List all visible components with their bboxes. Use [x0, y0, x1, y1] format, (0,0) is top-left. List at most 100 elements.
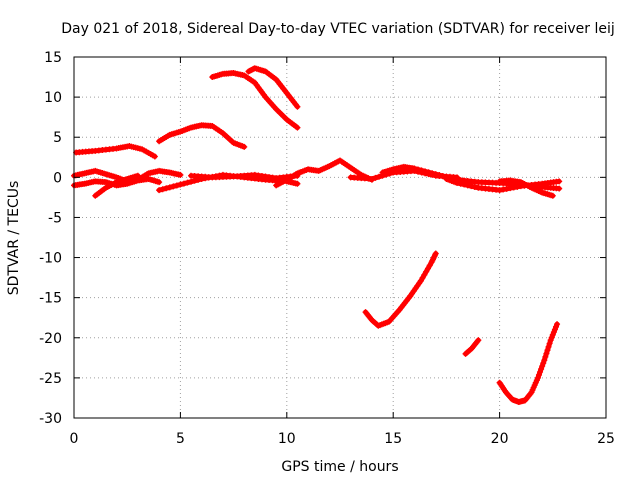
- data-point: [475, 337, 482, 344]
- data-point: [547, 337, 554, 344]
- y-tick-label: 15: [44, 50, 62, 66]
- data-point: [411, 165, 418, 172]
- series-line: [363, 251, 439, 329]
- y-tick-label: -30: [39, 411, 62, 427]
- x-axis-label: GPS time / hours: [281, 459, 398, 475]
- data-point: [537, 369, 544, 376]
- data-point: [419, 274, 426, 281]
- data-point: [188, 178, 195, 185]
- data-point: [417, 277, 424, 284]
- data-point: [551, 326, 558, 333]
- series-arc-7: [92, 172, 141, 199]
- y-axis-label: SDTVAR / TECUs: [6, 181, 22, 296]
- ticks: 0 5 10 15 20 25 -30 -25 -20 -15 -10 -5 0 5 10 15: [39, 50, 615, 447]
- data-point: [422, 168, 429, 175]
- y-tick-label: 10: [44, 90, 62, 106]
- y-tick-label: -20: [39, 331, 62, 347]
- data-point: [424, 265, 431, 272]
- data-point: [177, 171, 184, 178]
- series-arc-9: [188, 171, 301, 182]
- data-point: [294, 103, 301, 110]
- data-point: [432, 250, 439, 257]
- data-point: [294, 124, 301, 131]
- data-point: [156, 187, 163, 194]
- data-point: [177, 181, 184, 188]
- data-point: [552, 323, 559, 330]
- data-point: [556, 178, 563, 185]
- data-point: [538, 366, 545, 373]
- data-point: [134, 172, 141, 179]
- data-point: [464, 182, 471, 189]
- data-point: [550, 329, 557, 336]
- x-tick-label: 25: [597, 431, 615, 447]
- y-tick-label: -25: [39, 371, 62, 387]
- data-point: [546, 340, 553, 347]
- data-point: [545, 343, 552, 350]
- data-point: [535, 371, 542, 378]
- x-tick-label: 0: [70, 431, 79, 447]
- data-point: [468, 183, 475, 190]
- data-point: [471, 183, 478, 190]
- plot-frame: [73, 56, 607, 419]
- data-point: [540, 360, 547, 367]
- series-arc-15: [362, 250, 439, 329]
- data-point: [461, 181, 468, 188]
- data-point: [549, 192, 556, 199]
- series-arc-4: [245, 65, 301, 110]
- series-line: [497, 321, 560, 405]
- data-point: [423, 268, 430, 275]
- y-tick-label: -10: [39, 251, 62, 267]
- data-point: [549, 331, 556, 338]
- data-point: [474, 338, 481, 345]
- data-point: [163, 185, 170, 192]
- data-point: [556, 185, 563, 192]
- data-point: [457, 180, 464, 187]
- grid: [74, 57, 606, 418]
- data-point: [454, 179, 461, 186]
- data-point: [439, 172, 446, 179]
- data-point: [415, 166, 422, 173]
- y-tick-label: 5: [53, 130, 62, 146]
- y-tick-label: 0: [53, 170, 62, 186]
- data-point: [429, 170, 436, 177]
- data-point: [539, 363, 546, 370]
- series-arc-17: [496, 321, 561, 405]
- x-tick-label: 10: [278, 431, 296, 447]
- data-point: [376, 173, 383, 180]
- data-point: [173, 182, 180, 189]
- chart-title: Day 021 of 2018, Sidereal Day-to-day VTE…: [61, 21, 615, 37]
- data-point: [151, 153, 158, 160]
- data-point: [496, 187, 503, 194]
- data-point: [503, 185, 510, 192]
- series-arc-16: [462, 337, 482, 357]
- x-tick-label: 5: [176, 431, 185, 447]
- y-tick-label: -5: [48, 210, 62, 226]
- data-point: [510, 184, 517, 191]
- data-point: [554, 321, 561, 328]
- data-point: [180, 180, 187, 187]
- data-point: [432, 171, 439, 178]
- data-point: [418, 167, 425, 174]
- series-arc-1: [73, 143, 158, 160]
- data-point: [548, 334, 555, 341]
- data-point: [514, 183, 521, 190]
- data-point: [544, 347, 551, 354]
- data-point: [507, 185, 514, 192]
- series-arc-3: [209, 70, 301, 131]
- data-point: [436, 172, 443, 179]
- x-tick-label: 20: [491, 431, 509, 447]
- data-point: [534, 374, 541, 381]
- data-point: [426, 262, 433, 269]
- data-point: [542, 353, 549, 360]
- series-layer: [71, 65, 563, 405]
- data-point: [368, 175, 375, 182]
- data-point: [421, 271, 428, 278]
- data-point: [543, 350, 550, 357]
- data-point: [170, 183, 177, 190]
- data-point: [159, 186, 166, 193]
- data-point: [541, 357, 548, 364]
- data-point: [294, 180, 301, 187]
- data-point: [166, 184, 173, 191]
- data-point: [241, 143, 248, 150]
